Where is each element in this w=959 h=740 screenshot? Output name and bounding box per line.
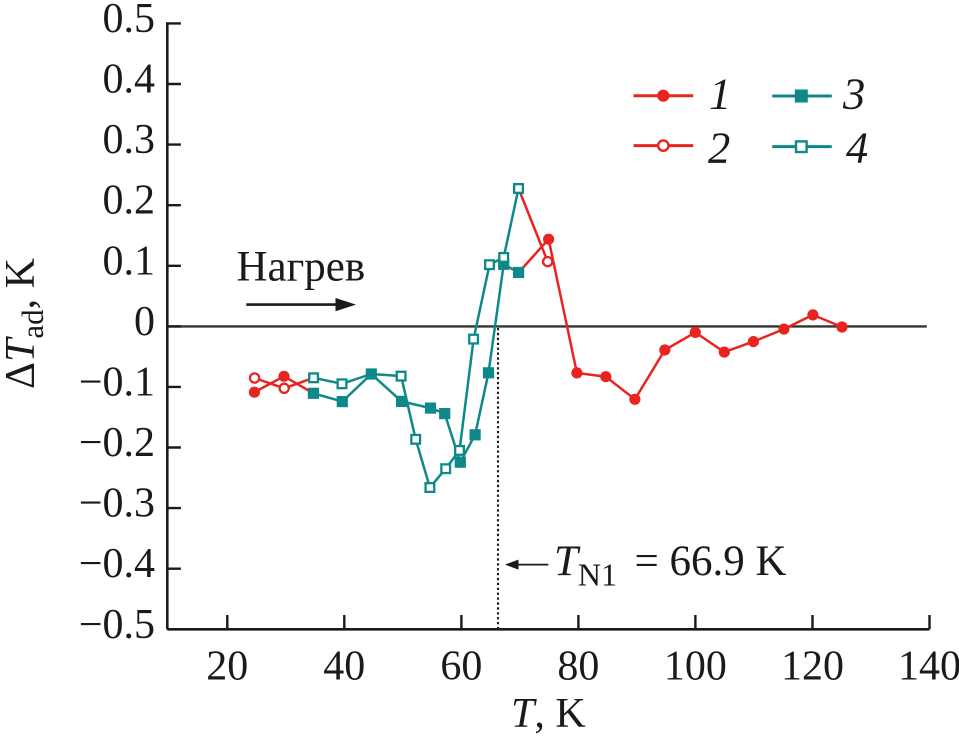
svg-text:3: 3 bbox=[842, 68, 865, 118]
svg-text:TN1= 66.9 K: TN1 = 66.9 K bbox=[554, 538, 787, 592]
svg-text:1: 1 bbox=[709, 69, 731, 119]
svg-text:120: 120 bbox=[781, 644, 844, 690]
svg-text:100: 100 bbox=[664, 644, 727, 690]
svg-text:0.4: 0.4 bbox=[103, 57, 156, 103]
svg-text:−0.3: −0.3 bbox=[79, 481, 155, 527]
svg-text:60: 60 bbox=[440, 644, 482, 690]
svg-text:20: 20 bbox=[206, 644, 248, 690]
svg-text:0.1: 0.1 bbox=[103, 238, 156, 284]
svg-text:ΔTad, K: ΔTad, K bbox=[0, 258, 50, 389]
svg-text:40: 40 bbox=[323, 644, 365, 690]
svg-text:0.2: 0.2 bbox=[103, 178, 156, 224]
svg-text:−0.2: −0.2 bbox=[79, 420, 155, 466]
svg-text:80: 80 bbox=[557, 644, 599, 690]
svg-text:0: 0 bbox=[134, 299, 155, 345]
svg-text:−0.4: −0.4 bbox=[79, 541, 155, 587]
svg-text:0.3: 0.3 bbox=[103, 117, 156, 163]
svg-text:140: 140 bbox=[898, 644, 959, 690]
svg-text:4: 4 bbox=[846, 122, 868, 172]
svg-text:0.5: 0.5 bbox=[103, 0, 156, 42]
svg-text:−0.5: −0.5 bbox=[79, 602, 155, 648]
svg-text:Нагрев: Нагрев bbox=[237, 244, 366, 291]
svg-text:−0.1: −0.1 bbox=[79, 359, 155, 405]
svg-text:2: 2 bbox=[708, 122, 730, 172]
svg-text:T, K: T, K bbox=[511, 691, 586, 737]
